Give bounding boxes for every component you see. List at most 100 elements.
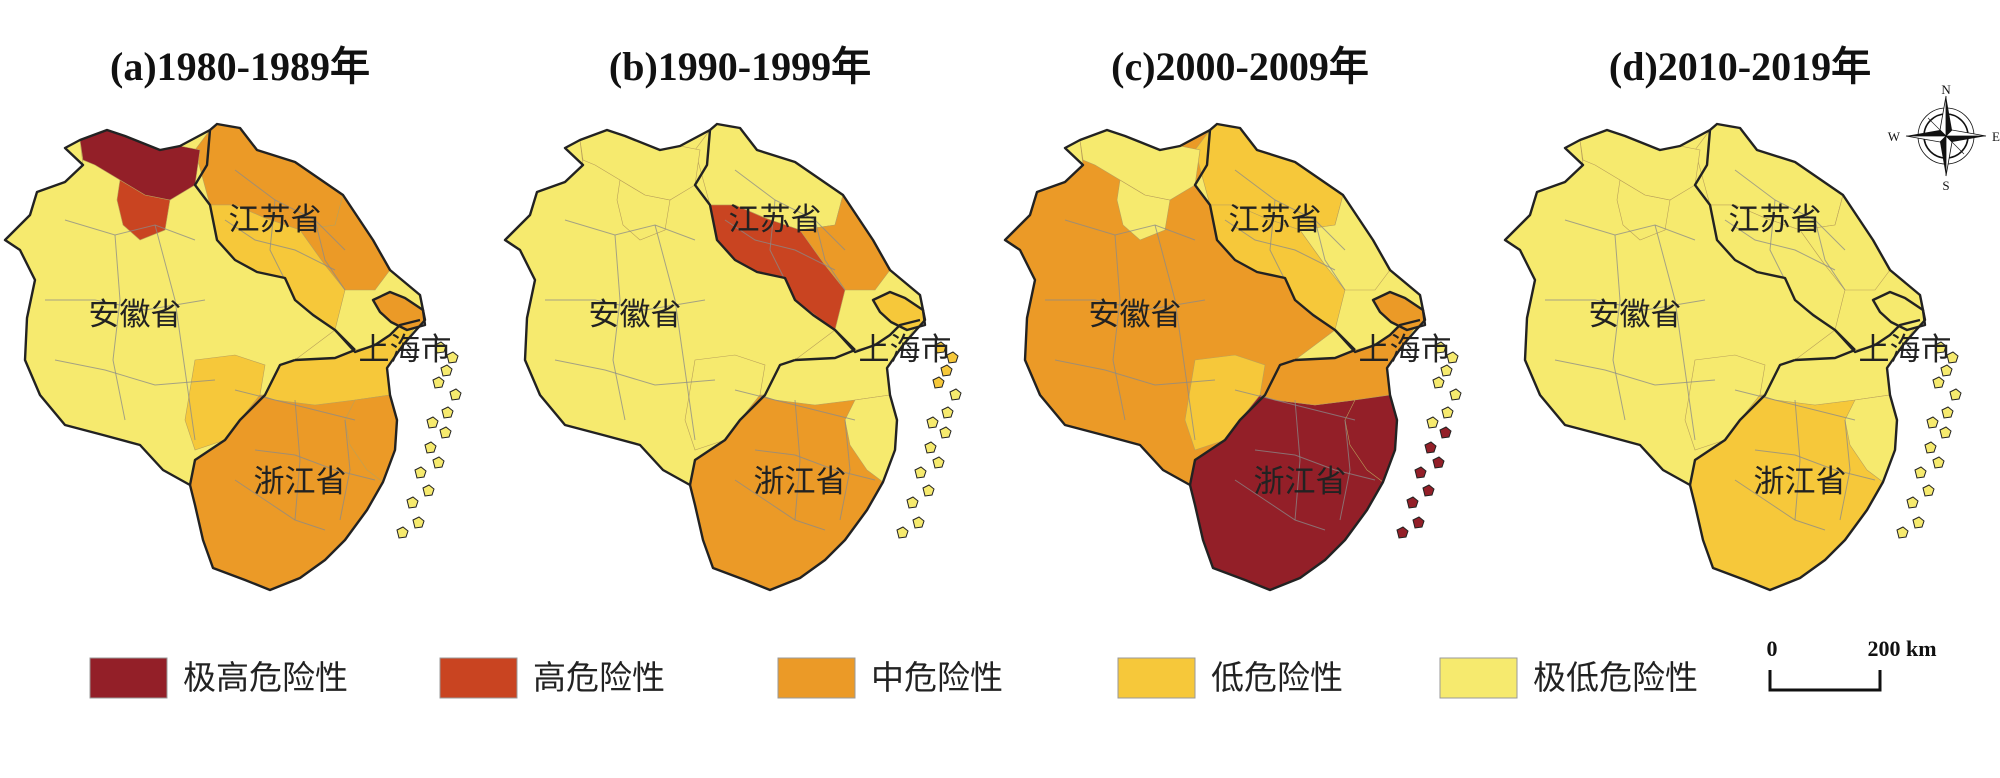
- province-boundary: [371, 290, 427, 332]
- province-boundary: [1371, 290, 1427, 332]
- province-label-zhejiang: 浙江省: [1254, 464, 1347, 500]
- county-boundary: [1545, 299, 1706, 311]
- county-boundary: [1314, 219, 1346, 291]
- county-boundary: [724, 219, 836, 271]
- county-boundary: [839, 419, 851, 521]
- county-boundary: [1154, 224, 1196, 441]
- county-boundary: [1724, 219, 1836, 271]
- county-boundary: [1654, 224, 1696, 441]
- province-boundary: [188, 358, 296, 486]
- region-outline: [1003, 122, 1427, 592]
- province-boundary: [794, 348, 856, 362]
- county-boundary: [734, 479, 826, 531]
- province-label-zhejiang: 浙江省: [1754, 464, 1847, 500]
- province-label-anhui: 安徽省: [1089, 297, 1182, 333]
- county-boundary: [54, 359, 216, 386]
- county-boundary: [769, 199, 786, 281]
- county-boundary: [545, 299, 706, 311]
- island: [446, 351, 459, 364]
- province-boundary: [1693, 129, 1856, 351]
- county-boundary: [794, 399, 801, 521]
- legend-label-low: 低危险性: [1211, 658, 1343, 697]
- province-boundary: [1334, 318, 1421, 354]
- county-boundary: [1839, 419, 1851, 521]
- region-outline: [503, 122, 927, 592]
- county-boundary: [1564, 219, 1696, 241]
- county-boundary: [564, 219, 696, 241]
- island: [1939, 426, 1952, 439]
- province-boundary: [193, 129, 356, 351]
- county-boundary: [1339, 419, 1351, 521]
- compass-w-label: W: [1888, 129, 1901, 144]
- island: [1446, 351, 1459, 364]
- province-boundary: [1294, 348, 1356, 362]
- county-boundary: [612, 234, 626, 421]
- island: [1949, 388, 1962, 401]
- county-boundary: [1794, 399, 1801, 521]
- island: [1434, 341, 1447, 354]
- province-boundary: [688, 358, 796, 486]
- county-boundary: [1734, 479, 1826, 531]
- county-boundary: [1269, 199, 1286, 281]
- island: [941, 406, 954, 419]
- island: [1926, 416, 1939, 429]
- region-outline: [1503, 122, 1927, 592]
- island: [924, 441, 937, 454]
- island: [946, 351, 959, 364]
- island: [914, 466, 927, 479]
- province-label-jiangsu: 江苏省: [1729, 202, 1822, 238]
- island: [434, 341, 447, 354]
- province-boundary: [1193, 129, 1356, 351]
- province-label-anhui: 安徽省: [589, 297, 682, 333]
- island: [412, 516, 425, 529]
- island: [932, 376, 945, 389]
- island: [1406, 496, 1419, 509]
- province-label-jiangsu: 江苏省: [229, 202, 322, 238]
- island: [1924, 441, 1937, 454]
- province-label-shanghai: 上海市: [1859, 332, 1952, 368]
- island: [1941, 406, 1954, 419]
- island: [939, 426, 952, 439]
- province-boundary: [1834, 318, 1921, 354]
- island: [1396, 526, 1409, 539]
- province-boundary: [1688, 358, 1796, 486]
- island: [906, 496, 919, 509]
- county-boundary: [754, 449, 876, 481]
- county-boundary: [314, 219, 346, 291]
- island: [414, 466, 427, 479]
- legend-label-extreme-high: 极高危险性: [183, 658, 348, 697]
- scale-bar: 0 200 km: [1767, 636, 1937, 692]
- island: [1439, 426, 1452, 439]
- island: [426, 416, 439, 429]
- province-label-zhejiang: 浙江省: [754, 464, 847, 500]
- province-label-shanghai: 上海市: [1359, 332, 1452, 368]
- island: [949, 388, 962, 401]
- island: [922, 484, 935, 497]
- island: [432, 376, 445, 389]
- scale-bar-line: [1768, 670, 1882, 692]
- county-boundary: [1814, 219, 1846, 291]
- island: [1432, 456, 1445, 469]
- island: [424, 441, 437, 454]
- county-boundary: [294, 399, 301, 521]
- scale-bar-end-label: 200 km: [1867, 636, 1936, 661]
- county-boundary: [1054, 359, 1216, 386]
- island: [940, 364, 953, 377]
- county-boundary: [269, 199, 286, 281]
- county-boundary: [254, 449, 376, 481]
- county-boundary: [224, 219, 336, 271]
- panel-title-a: (a)1980-1989年: [110, 44, 370, 89]
- province-label-zhejiang: 浙江省: [254, 464, 347, 500]
- island: [1922, 484, 1935, 497]
- island: [926, 416, 939, 429]
- island: [1932, 456, 1945, 469]
- county-boundary: [554, 359, 716, 386]
- island: [1441, 406, 1454, 419]
- panel-titles: (a)1980-1989年 (b)1990-1999年 (c)2000-2009…: [110, 44, 1871, 89]
- legend-swatch-extreme-high: [89, 657, 168, 699]
- island: [422, 484, 435, 497]
